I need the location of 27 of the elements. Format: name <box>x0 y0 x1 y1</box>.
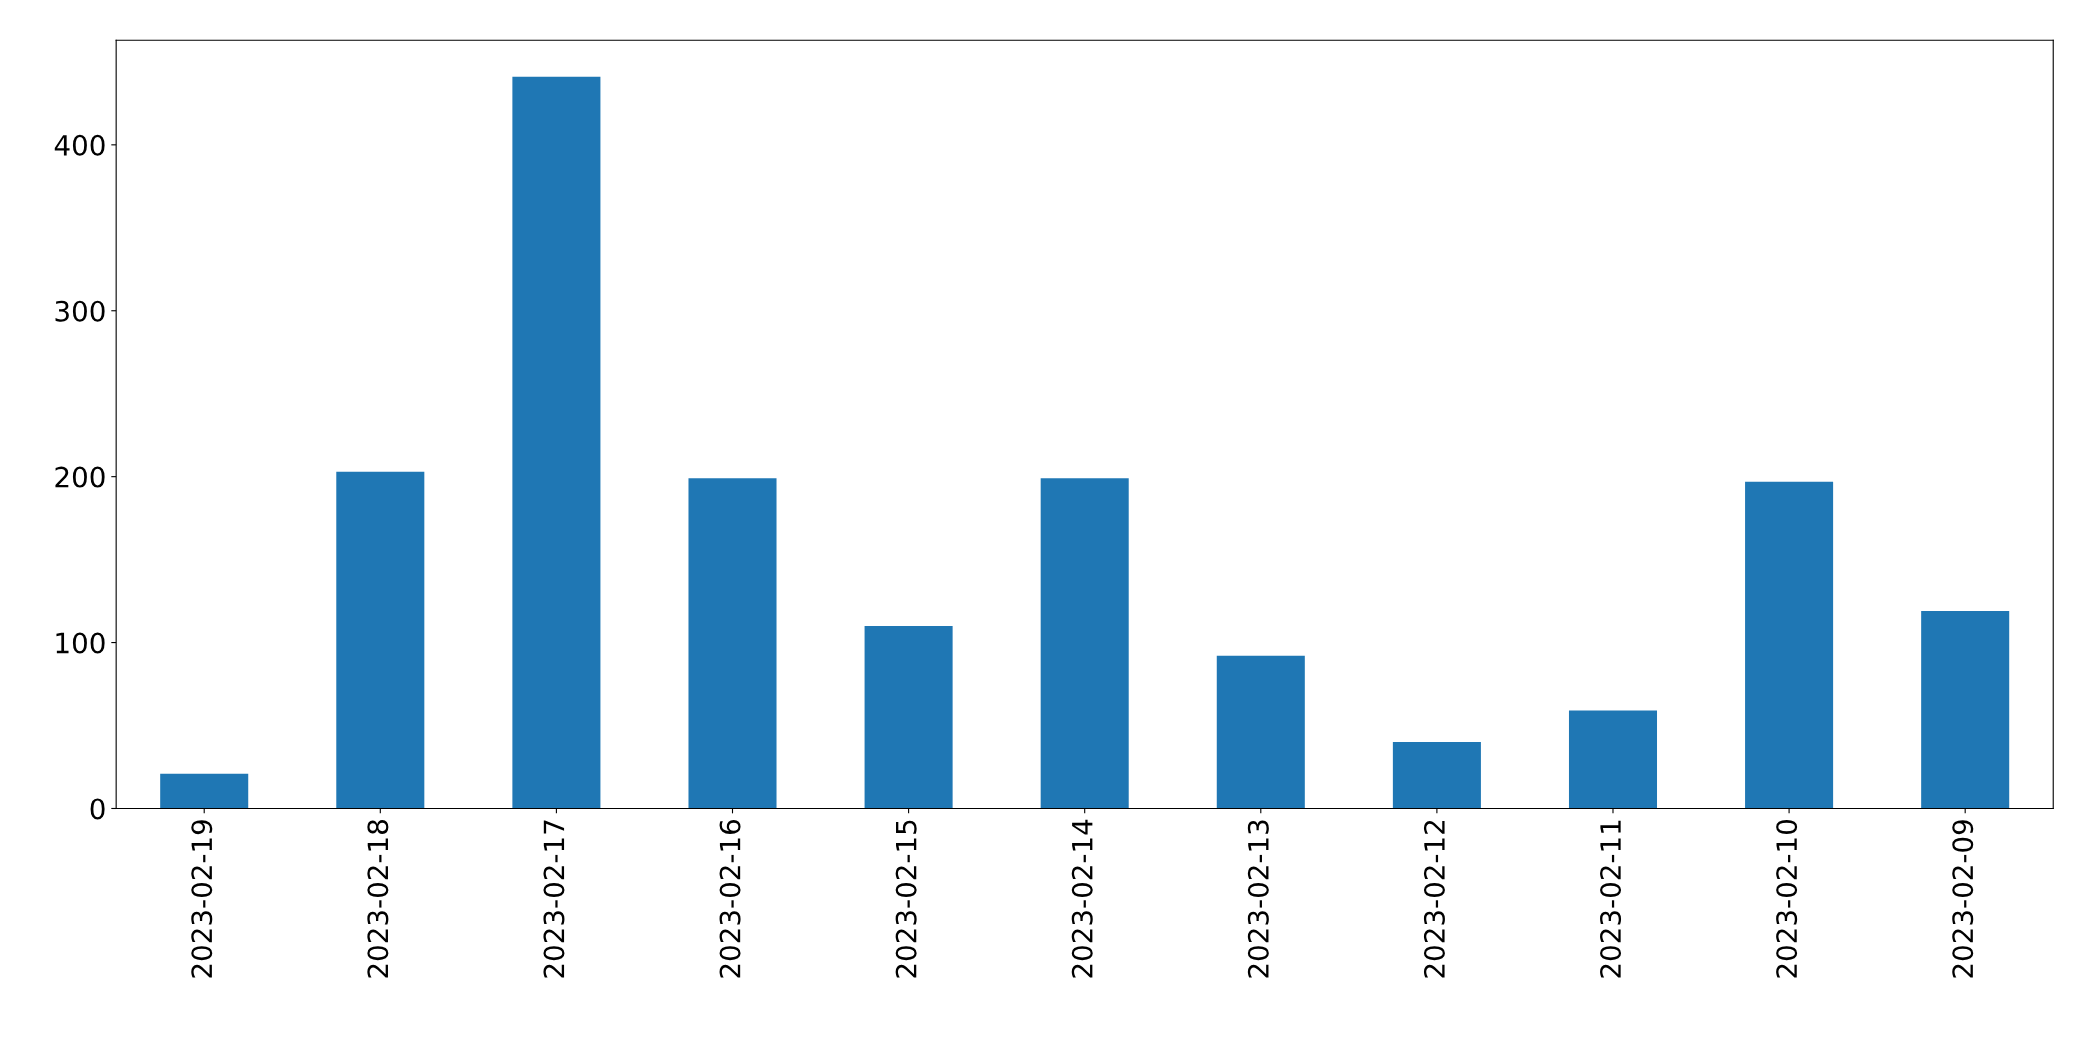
x-tick-label: 2023-02-19 <box>191 820 213 978</box>
bar <box>864 625 953 809</box>
x-tick-label: 2023-02-17 <box>543 820 565 978</box>
bar <box>1921 611 2010 809</box>
y-tick-label: 200 <box>55 466 105 488</box>
bar <box>688 478 777 809</box>
x-tick-label: 2023-02-12 <box>1423 820 1445 978</box>
y-tick-label: 0 <box>90 798 105 820</box>
x-tick-label: 2023-02-09 <box>1952 820 1974 978</box>
x-tick-label: 2023-02-11 <box>1600 820 1622 978</box>
bar <box>336 471 425 809</box>
x-tick-label: 2023-02-14 <box>1071 819 1093 978</box>
bar <box>160 773 249 809</box>
y-tick-label: 400 <box>54 134 105 156</box>
bar <box>512 76 601 809</box>
x-tick-label: 2023-02-16 <box>719 819 741 978</box>
bar <box>1392 742 1481 809</box>
x-tick-label: 2023-02-18 <box>367 820 389 978</box>
x-tick-label: 2023-02-10 <box>1776 820 1798 978</box>
bar <box>1745 481 1834 809</box>
bar <box>1040 478 1129 809</box>
bar <box>1568 710 1658 809</box>
x-tick-label: 2023-02-13 <box>1247 820 1269 978</box>
y-tick-label: 100 <box>56 632 105 654</box>
x-tick-label: 2023-02-15 <box>895 820 917 978</box>
bar <box>1216 655 1305 809</box>
y-tick-label: 300 <box>55 300 105 322</box>
